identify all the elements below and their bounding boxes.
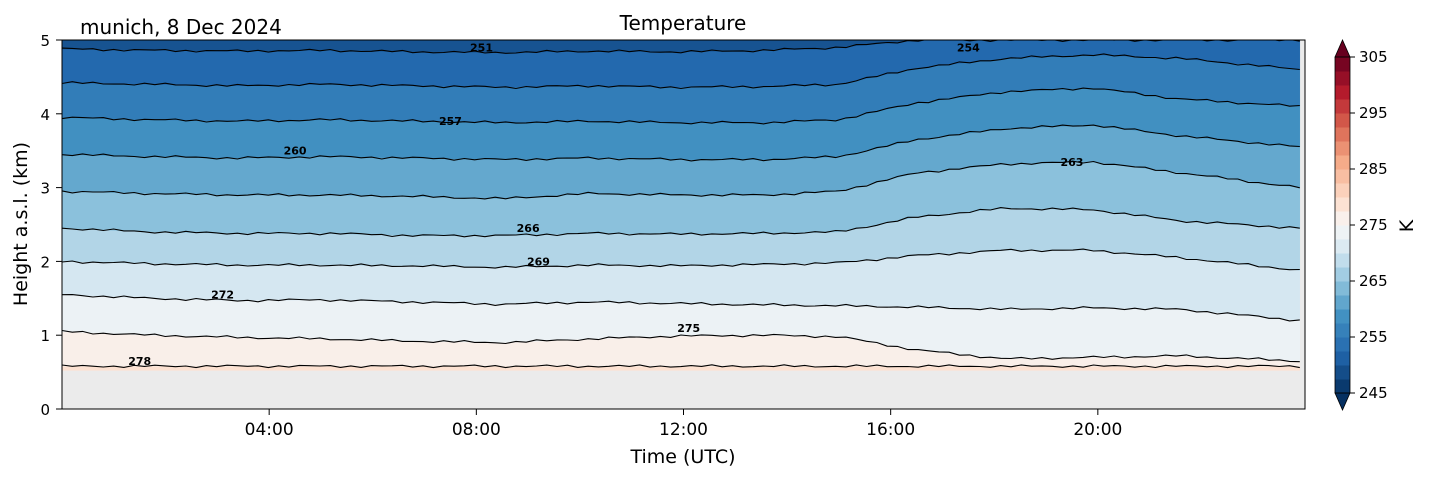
contour-labels: 251 254 257 260 263 266 269 272 275 278 (128, 41, 1083, 368)
colorbar-segment (1335, 379, 1350, 394)
colorbar-tick-label: 265 (1359, 272, 1388, 290)
colorbar-segment (1335, 211, 1350, 226)
x-axis: 04:00 08:00 12:00 16:00 20:00 (245, 409, 1122, 440)
contour-label: 257 (439, 115, 462, 128)
y-tick-label: 5 (40, 32, 50, 50)
y-axis: 0 1 2 3 4 5 (40, 32, 62, 419)
y-tick-label: 4 (40, 106, 50, 124)
x-tick-label: 12:00 (659, 420, 708, 440)
colorbar-segment (1335, 267, 1350, 282)
contour-line-254 (62, 53, 1300, 90)
chart-title: Temperature (619, 11, 747, 35)
colorbar-segment (1335, 155, 1350, 170)
plot-area: 251 254 257 260 263 266 269 272 275 278 (61, 39, 1306, 410)
x-tick-label: 04:00 (245, 420, 294, 440)
location-date-label: munich, 8 Dec 2024 (80, 15, 282, 39)
colorbar-tick-label: 295 (1359, 104, 1388, 122)
colorbar-segment (1335, 197, 1350, 212)
x-tick-label: 08:00 (452, 420, 501, 440)
colorbar-segment (1335, 169, 1350, 184)
colorbar-segment (1335, 225, 1350, 240)
colorbar-segment (1335, 323, 1350, 338)
contour-line-266 (62, 207, 1300, 238)
contour-line-260 (62, 124, 1300, 162)
no-data-region (62, 370, 1305, 409)
colorbar-segment (1335, 337, 1350, 352)
colorbar-segment (1335, 309, 1350, 324)
colorbar-segment (1335, 253, 1350, 268)
contour-line-278 (62, 364, 1300, 369)
y-tick-label: 2 (40, 253, 50, 271)
y-tick-label: 1 (40, 327, 50, 345)
colorbar-segment (1335, 239, 1350, 254)
colorbar-extend-min (1334, 392, 1351, 411)
contour-label: 272 (211, 289, 234, 302)
y-tick-label: 0 (40, 401, 50, 419)
colorbar-tick-label: 245 (1359, 384, 1388, 402)
contour-line-257 (62, 87, 1300, 125)
colorbar-label: K (1396, 219, 1418, 232)
contour-label: 269 (527, 255, 550, 268)
contour-line-251 (62, 40, 1300, 54)
contour-label: 251 (470, 41, 493, 54)
colorbar-segment (1335, 365, 1350, 380)
colorbar-tick-label: 285 (1359, 160, 1388, 178)
colorbar-tick-label: 255 (1359, 328, 1388, 346)
temperature-band (62, 40, 1301, 53)
colorbar-segment (1335, 127, 1350, 142)
colorbar-segment (1335, 85, 1350, 100)
contour-label: 254 (957, 41, 980, 54)
x-tick-label: 20:00 (1073, 420, 1122, 440)
colorbar-segment (1335, 99, 1350, 114)
contour-line-272 (62, 294, 1300, 322)
colorbar: 245 255 265 275 285 295 305 (1334, 39, 1388, 411)
x-axis-label: Time (UTC) (629, 446, 735, 468)
colorbar-segment (1335, 281, 1350, 296)
colorbar-segment (1335, 183, 1350, 198)
colorbar-segment (1335, 295, 1350, 310)
contour-line-275 (62, 329, 1300, 363)
contour-label: 263 (1060, 156, 1083, 169)
contour-label: 278 (128, 355, 151, 368)
x-tick-label: 16:00 (866, 420, 915, 440)
colorbar-segment (1335, 113, 1350, 128)
colorbar-segment (1335, 57, 1350, 72)
colorbar-tick-label: 305 (1359, 48, 1388, 66)
colorbar-tick-label: 275 (1359, 216, 1388, 234)
contour-line-269 (62, 248, 1300, 271)
colorbar-extend-max (1334, 39, 1351, 58)
colorbar-segment (1335, 71, 1350, 86)
y-tick-label: 3 (40, 180, 50, 198)
contour-lines (62, 40, 1300, 369)
contour-label: 266 (517, 222, 540, 235)
contour-line-263 (62, 160, 1300, 200)
contour-label: 260 (284, 145, 307, 158)
contour-label: 275 (677, 322, 700, 335)
filled-contours (62, 40, 1305, 409)
colorbar-segment (1335, 351, 1350, 366)
colorbar-segment (1335, 141, 1350, 156)
y-axis-label: Height a.s.l. (km) (10, 142, 32, 306)
